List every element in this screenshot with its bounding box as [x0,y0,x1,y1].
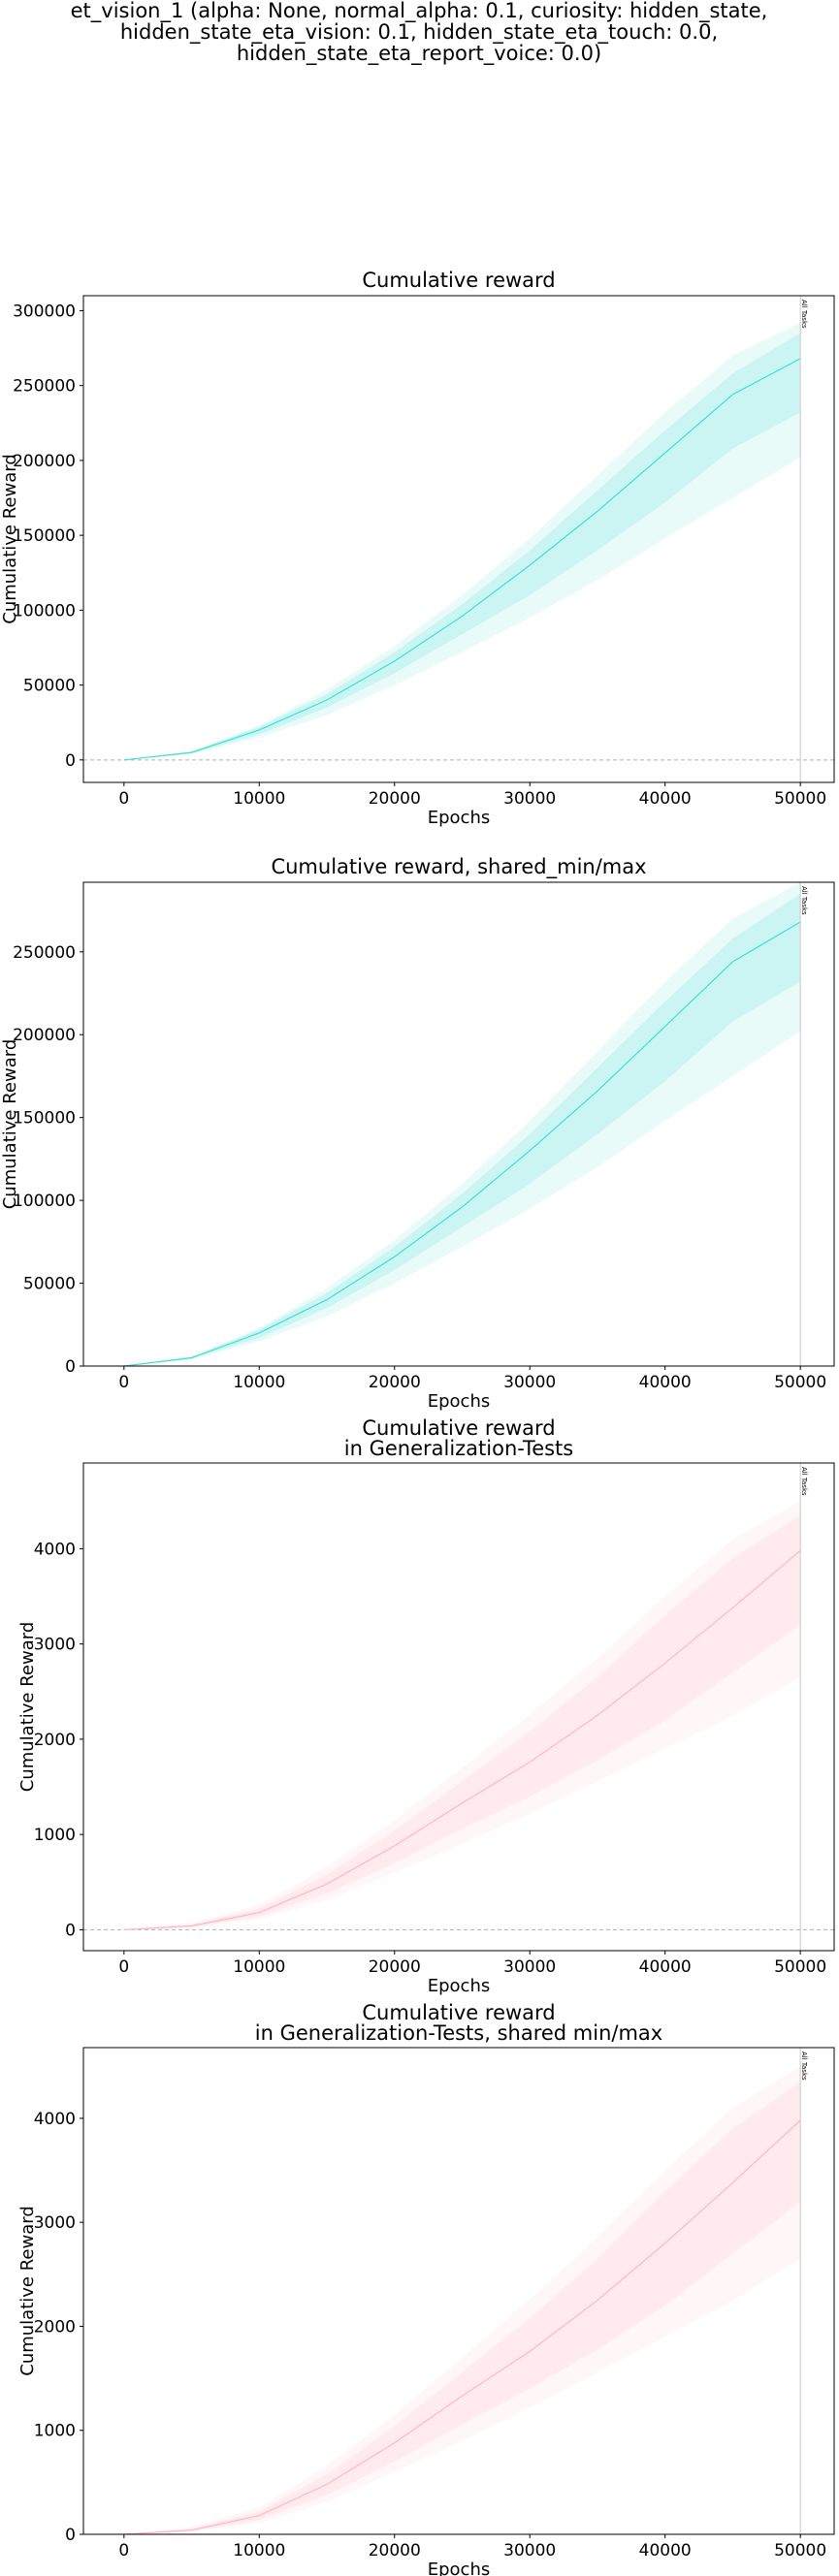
x-tick-label: 30000 [503,1957,556,1977]
y-tick-label: 50000 [23,1275,76,1294]
y-tick-label: 2000 [34,2317,76,2337]
figure-title-line-1: et_vision_1 (alpha: None, normal_alpha: … [71,0,768,23]
axes-frame [82,1462,835,1952]
x-axis-label: Epochs [428,2560,491,2576]
y-tick-label: 0 [65,751,76,771]
x-tick-label: 40000 [639,2541,692,2560]
y-tick-label: 250000 [13,943,76,963]
x-tick-label: 20000 [369,1957,421,1977]
y-tick-label: 50000 [23,677,76,696]
x-tick-label: 50000 [774,2541,826,2560]
chart-title-line-2: in Generalization-Tests [344,1437,573,1460]
task-boundary-label: All Tasks [800,2051,808,2081]
x-tick-label: 40000 [639,1373,692,1392]
chart-title-line-1: Cumulative reward [362,269,555,292]
chart-title-line-1: Cumulative reward [362,2001,555,2024]
y-tick-label: 0 [65,1357,76,1377]
x-tick-label: 40000 [639,789,692,809]
x-tick-label: 30000 [503,2541,556,2560]
plot-area [83,322,834,761]
y-tick-label: 200000 [13,452,76,471]
x-tick-label: 20000 [369,1373,421,1392]
x-tick-label: 50000 [774,789,826,809]
chart-2: All Tasks 0 10000 20000 30000 40000 50000 0 5000… [0,855,835,1412]
x-tick-label: 10000 [233,1957,285,1977]
mean-line [123,2119,801,2534]
chart-title-line-2: in Generalization-Tests, shared min/max [255,2021,662,2045]
task-boundary-label: All Tasks [800,300,808,329]
y-axis-label: Cumulative Reward [0,1039,20,1210]
y-tick-label: 300000 [13,302,76,321]
plot-area [123,882,801,1366]
x-tick-label: 30000 [503,1373,556,1392]
y-axis-label: Cumulative Reward [17,1622,38,1793]
figure-title-line-2: hidden_state_eta_vision: 0.1, hidden_sta… [120,20,718,45]
chart-title-line-1: Cumulative reward [362,1416,555,1440]
task-boundary-label: All Tasks [800,886,808,915]
y-tick-label: 0 [65,1921,76,1940]
x-tick-label: 50000 [774,1957,826,1977]
std-band [123,894,801,1366]
min-max-band [123,322,801,760]
y-tick-label: 3000 [34,2213,76,2233]
std-band [123,333,801,760]
y-tick-label: 0 [65,2526,76,2545]
x-tick-label: 10000 [233,789,285,809]
y-tick-label: 4000 [34,2110,76,2129]
axes-frame [82,295,835,783]
mean-line [123,358,801,761]
y-tick-label: 100000 [13,1192,76,1211]
y-tick-label: 100000 [13,601,76,620]
y-tick-label: 150000 [13,1109,76,1129]
y-tick-label: 250000 [13,377,76,397]
min-max-band [123,1501,801,1930]
y-axis-label: Cumulative Reward [0,454,20,624]
y-axis-label: Cumulative Reward [17,2206,38,2376]
chart-4: All Tasks 0 10000 20000 30000 40000 50000 0 1000… [17,2001,835,2576]
y-tick-label: 2000 [34,1731,76,1750]
y-tick-label: 3000 [34,1636,76,1655]
x-tick-label: 50000 [774,1373,826,1392]
chart-title-line-1: Cumulative reward, shared_min/max [271,855,646,879]
figure-title-line-3: hidden_state_eta_report_voice: 0.0) [237,42,601,66]
x-axis-label: Epochs [428,1976,491,1996]
axes-frame [82,2047,835,2535]
chart-3: All Tasks 0 10000 20000 30000 40000 50000 0 1000… [17,1416,835,1996]
task-boundary-label: All Tasks [800,1467,808,1496]
y-tick-label: 1000 [34,1826,76,1845]
x-tick-label: 0 [118,1957,129,1977]
x-axis-label: Epochs [428,808,491,828]
x-tick-label: 0 [118,1373,129,1392]
x-tick-label: 0 [118,2541,129,2560]
plot-area [123,2066,801,2534]
x-tick-label: 20000 [369,2541,421,2560]
y-tick-label: 4000 [34,1540,76,1559]
chart-1: All Tasks 0 10000 20000 30000 40000 50000 0 5000… [0,269,835,828]
x-tick-label: 20000 [369,789,421,809]
y-tick-label: 150000 [13,526,76,546]
plot-area [83,1501,834,1930]
mean-line [123,1549,801,1930]
y-tick-label: 1000 [34,2422,76,2441]
x-tick-label: 10000 [233,2541,285,2560]
x-tick-label: 30000 [503,789,556,809]
x-tick-label: 10000 [233,1373,285,1392]
x-axis-label: Epochs [428,1391,491,1412]
min-max-band [123,2066,801,2534]
mean-line [123,921,801,1366]
min-max-band [123,882,801,1366]
axes-frame [82,881,835,1367]
x-tick-label: 0 [118,789,129,809]
y-tick-label: 200000 [13,1026,76,1045]
x-tick-label: 40000 [639,1957,692,1977]
